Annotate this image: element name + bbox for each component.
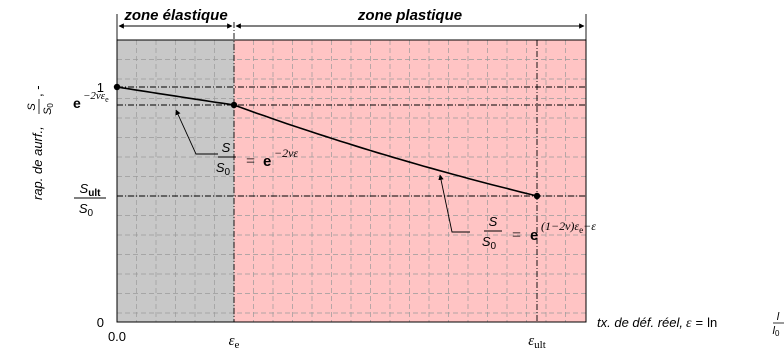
y-axis-suffix: , - (30, 85, 45, 97)
y-tick-e-base: e (73, 95, 81, 111)
elastic-curve (116, 86, 235, 106)
y-tick-ult-num-sub: ult (88, 188, 101, 199)
y-tick-ult-num: S (80, 181, 89, 196)
plastic-exp-sub: e (579, 225, 583, 235)
x-tick-origin: 0.0 (108, 329, 126, 344)
x-axis-frac-den-sub: 0 (775, 329, 780, 338)
x-tick-ult-base: ε (528, 333, 534, 349)
y-axis-frac-den: S (42, 107, 54, 115)
svg-text:Sult: Sult (80, 181, 102, 199)
elastic-exp: −2νε (274, 146, 298, 160)
plastic-annotation-leader (438, 174, 470, 233)
x-axis-eq: = (696, 315, 704, 330)
plastic-eq: = (512, 227, 521, 244)
x-axis-label-text: tx. de déf. réel, (597, 315, 683, 330)
x-axis-eps: ε (686, 316, 692, 331)
plastic-frac-den-sub: 0 (491, 241, 497, 252)
y-axis-label: rap. de aurf., S S0 , - (26, 85, 55, 200)
y-tick-ult: Sult S0 (74, 181, 106, 219)
elastic-frac-den-sub: 0 (225, 167, 231, 178)
svg-text:S0: S0 (79, 201, 94, 219)
elastic-annotation-leader (175, 109, 218, 155)
y-tick-ult-den-sub: 0 (88, 208, 94, 219)
plastic-exp: (1−2ν)ε (541, 219, 579, 233)
elastic-frac-den: S (216, 160, 225, 175)
point-eps-e (230, 101, 238, 109)
plastic-zone-region (234, 40, 586, 322)
y-tick-e-exp-sub: e (105, 95, 109, 104)
y-axis-label-text: rap. de aurf., (30, 126, 45, 200)
plastic-curve (233, 104, 538, 197)
svg-text:S0: S0 (482, 234, 497, 252)
elastic-base: e (263, 153, 271, 170)
plastic-frac-den: S (482, 234, 491, 249)
svg-text:l0: l0 (773, 325, 780, 338)
point-eps-ult (533, 192, 541, 200)
svg-text:S0: S0 (42, 103, 55, 115)
x-tick-e-base: ε (229, 333, 235, 349)
x-axis-frac-den: l (773, 325, 776, 337)
elastic-zone-label: zone élastique (123, 7, 227, 24)
svg-text:−2νεe: −2νεe (83, 90, 109, 104)
elastic-annotation: S S0 = e −2νε (216, 140, 299, 178)
x-tick-ult-sub: ult (534, 339, 546, 350)
y-tick-e-exp: −2νε (83, 90, 106, 102)
x-axis-frac-num: l (777, 311, 780, 323)
point-origin (113, 83, 121, 91)
zone-dimension-lines (116, 14, 587, 40)
y-tick-eps-e: e −2νεe (73, 90, 109, 111)
reference-lines (117, 22, 586, 322)
grid-lines (117, 40, 586, 322)
x-tick-e-sub: e (235, 339, 240, 350)
svg-text:tx. de déf. réel,ε=ln: tx. de déf. réel, ε = ln (597, 315, 717, 331)
plastic-frac-num: S (489, 214, 498, 229)
elastic-eq: = (246, 153, 255, 170)
svg-text:S0: S0 (216, 160, 231, 178)
x-axis-ln: ln (707, 315, 717, 330)
plot-frame (116, 39, 587, 323)
plastic-zone-label: zone plastique (357, 7, 462, 24)
plastic-base: e (530, 227, 538, 244)
y-tick-one: 1 (97, 80, 104, 95)
svg-text:(1−2ν)εe−ε: (1−2ν)εe−ε (541, 219, 596, 235)
plastic-annotation: S S0 = e (1−2ν)εe−ε (482, 214, 596, 252)
x-tick-eps-e: εe (229, 333, 240, 350)
x-tick-eps-ult: εult (528, 333, 546, 350)
x-axis-label: tx. de déf. réel, ε = ln l l0 (597, 311, 784, 338)
y-axis-frac-den-sub: 0 (46, 103, 55, 108)
plastic-exp-tail: −ε (583, 219, 596, 233)
elastic-frac-num: S (222, 140, 231, 155)
y-tick-ult-den: S (79, 201, 88, 216)
y-axis-frac-num: S (26, 103, 38, 111)
y-tick-zero: 0 (97, 315, 104, 330)
